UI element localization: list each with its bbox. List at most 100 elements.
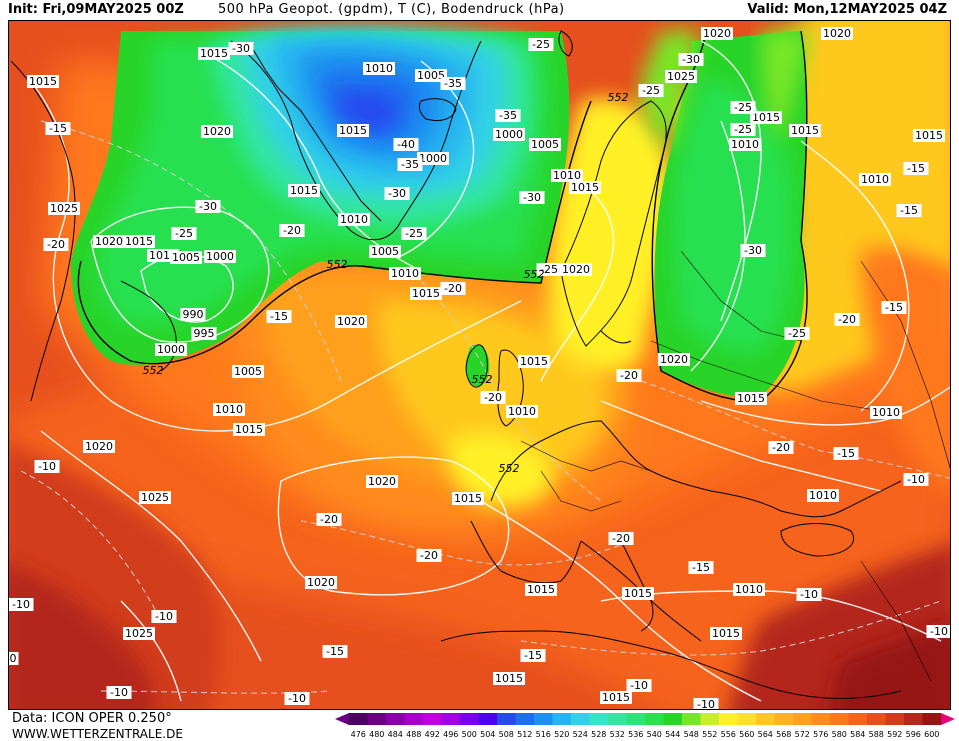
- pressure-label-box: [201, 125, 233, 138]
- temperature-label: -10: [151, 610, 177, 623]
- pressure-label: 990: [180, 308, 206, 321]
- temperature-label-text: -25: [532, 38, 550, 51]
- pressure-label-text: 1015: [712, 627, 740, 640]
- temperature-label-box: [384, 187, 410, 200]
- legend-value-label: 488: [406, 730, 421, 739]
- temperature-label-text: -25: [405, 227, 423, 240]
- pressure-label-box: [410, 287, 442, 300]
- legend-arrow-left: [335, 713, 349, 725]
- pressure-label-text: 1015: [454, 492, 482, 505]
- valid-time: Valid: Mon,12MAY2025 04Z: [747, 2, 947, 17]
- pressure-label: 1015: [410, 287, 442, 300]
- temperature-label-text: -10: [38, 460, 56, 473]
- temperature-label-box: [834, 313, 860, 326]
- temperature-label-box: [228, 42, 254, 55]
- pressure-label-box: [305, 576, 337, 589]
- temperature-label-box: [495, 109, 521, 122]
- temperature-label-box: [730, 101, 756, 114]
- legend-value-label: 480: [369, 730, 384, 739]
- pressure-label-text: 1015: [235, 423, 263, 436]
- temperature-label-box: [881, 301, 907, 314]
- temperature-label-box: [519, 191, 545, 204]
- temperature-label-box: [903, 162, 929, 175]
- legend-value-label: 596: [906, 730, 921, 739]
- temperature-label: -25: [528, 38, 554, 51]
- pressure-label: 1005: [529, 138, 561, 151]
- map-canvas[interactable]: 1015 1015 1010 1005 1020 1015 1000 1000 1005 1015…: [9, 21, 951, 710]
- pressure-label: 1000: [493, 128, 525, 141]
- temperature-label-text: -20: [612, 532, 630, 545]
- legend-value-label: 584: [850, 730, 865, 739]
- legend-swatch: [922, 713, 942, 725]
- pressure-label-box: [506, 405, 538, 418]
- pressure-label: 1015: [198, 47, 230, 60]
- pressure-label-box: [123, 627, 155, 640]
- pressure-label-text: 1015: [125, 235, 153, 248]
- temperature-label-text: -10: [155, 610, 173, 623]
- legend-swatch: [700, 713, 720, 725]
- temperature-label-box: [9, 652, 19, 665]
- legend-swatch: [404, 713, 424, 725]
- pressure-label-box: [335, 315, 367, 328]
- legend-swatch: [645, 713, 664, 725]
- temperature-label-box: [740, 244, 766, 257]
- temperature-label-text: -15: [692, 561, 710, 574]
- pressure-label: 1020: [83, 440, 115, 453]
- map-title: 500 hPa Geopot. (gpdm), T (C), Bodendruc…: [218, 2, 565, 17]
- pressure-label-box: [180, 308, 206, 321]
- pressure-label-text: 1005: [371, 245, 399, 258]
- pressure-label-text: 1015: [290, 184, 318, 197]
- legend-value-label: 524: [573, 730, 588, 739]
- pressure-label-box: [198, 47, 230, 60]
- pressure-label-box: [191, 327, 217, 340]
- pressure-label-text: 1015: [602, 691, 630, 704]
- pressure-label: 1020: [560, 263, 592, 276]
- pressure-label: 1015: [735, 392, 767, 405]
- pressure-label-box: [600, 691, 632, 704]
- pressure-label-text: 1010: [553, 169, 581, 182]
- pressure-label-text: 1005: [172, 251, 200, 264]
- temperature-label-box: [195, 200, 221, 213]
- temperature-label: -15: [881, 301, 907, 314]
- pressure-label-box: [658, 353, 690, 366]
- pressure-label-box: [123, 235, 155, 248]
- temperature-label-text: -15: [900, 204, 918, 217]
- pressure-label-text: 1025: [141, 491, 169, 504]
- temperature-label: -15: [266, 310, 292, 323]
- temperature-label-box: [279, 224, 305, 237]
- pressure-label-box: [389, 267, 421, 280]
- temperature-label: -30: [384, 187, 410, 200]
- pressure-label-box: [493, 672, 525, 685]
- legend-value-label: 504: [480, 730, 495, 739]
- pressure-label-text: 1010: [508, 405, 536, 418]
- legend-value-label: 580: [832, 730, 847, 739]
- temperature-label-box: [480, 391, 506, 404]
- pressure-label: 1005: [415, 69, 447, 82]
- pressure-label-text: 1010: [391, 267, 419, 280]
- temperature-label-text: -25: [734, 123, 752, 136]
- temperature-label: -15: [520, 649, 546, 662]
- legend-value-label: 492: [425, 730, 440, 739]
- temperature-label-box: [45, 122, 71, 135]
- temperature-label-box: [688, 561, 714, 574]
- legend-value-label: 500: [462, 730, 477, 739]
- weather-map[interactable]: 1015 1015 1010 1005 1020 1015 1000 1000 1005 1015…: [8, 20, 951, 710]
- temperature-label: -10: [106, 686, 132, 699]
- legend-swatch: [848, 713, 868, 725]
- pressure-label-box: [821, 27, 853, 40]
- pressure-label-text: 1000: [419, 152, 447, 165]
- pressure-label: 1010: [506, 405, 538, 418]
- pressure-label: 1020: [335, 315, 367, 328]
- temperature-label-text: -25: [734, 101, 752, 114]
- temperature-label-text: -20: [283, 224, 301, 237]
- temperature-label-box: [106, 686, 132, 699]
- temperature-label-box: [638, 84, 664, 97]
- temperature-label-box: [322, 645, 348, 658]
- pressure-label-box: [369, 245, 401, 258]
- pressure-label: 1015: [233, 423, 265, 436]
- pressure-label-box: [665, 70, 697, 83]
- pressure-label: 1015: [750, 111, 782, 124]
- temperature-label-text: -20: [320, 513, 338, 526]
- temperature-label: -10: [9, 598, 34, 611]
- temperature-label-box: [520, 649, 546, 662]
